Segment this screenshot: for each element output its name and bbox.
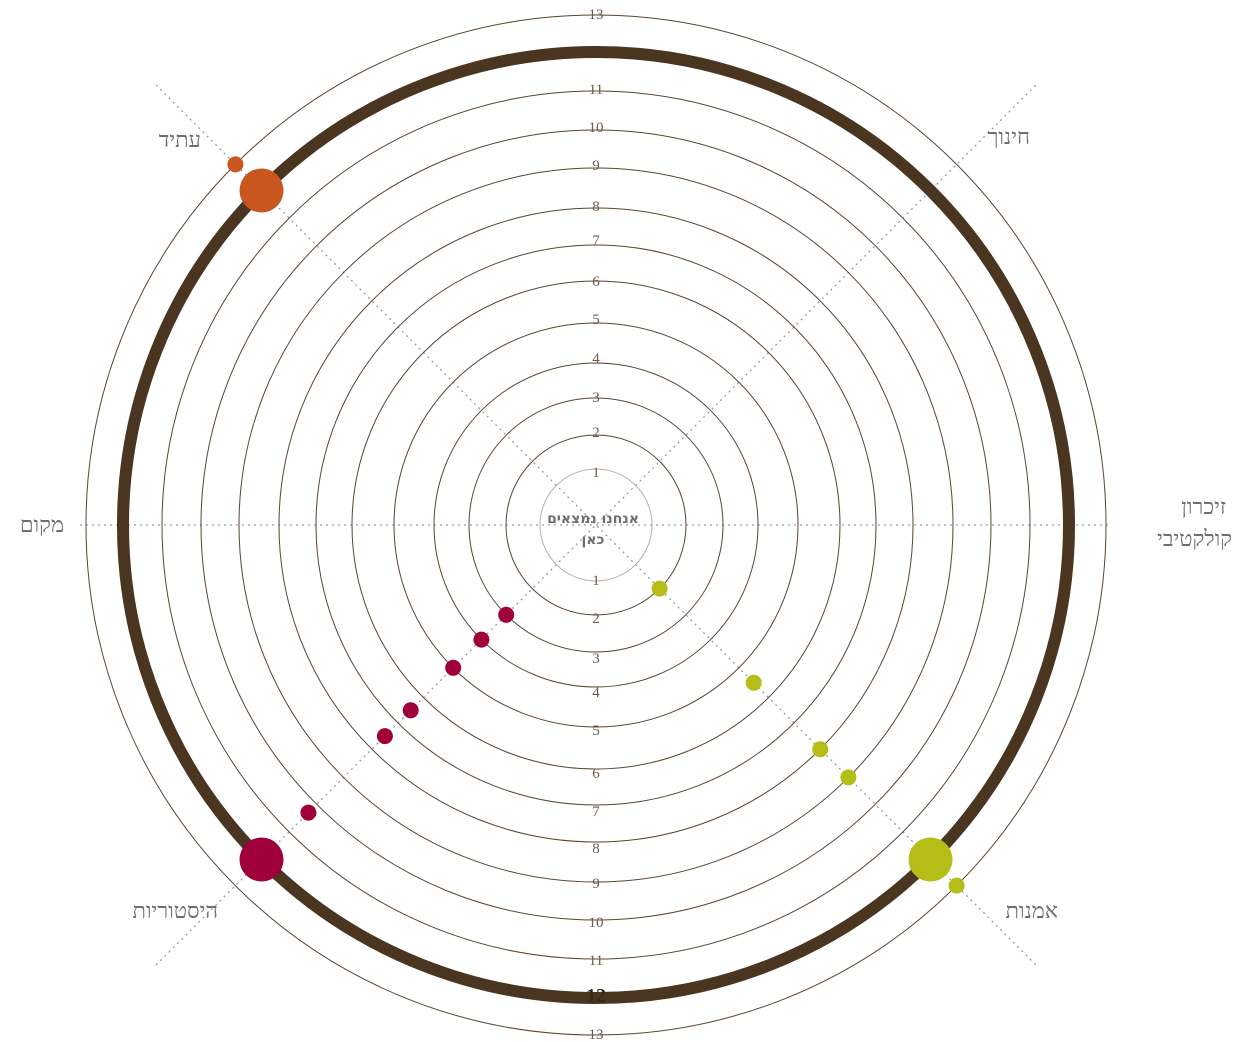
ring-circle [433,362,759,688]
axes-layer [80,84,1110,966]
ring-circle [393,322,799,728]
ring-number-lower: 13 [589,1027,604,1042]
ring-number-lower: 6 [592,766,600,782]
ring-number-lower: 12 [586,985,606,1007]
category-label-future: עתיד [159,128,201,153]
data-point [473,631,490,648]
ring-circle [161,90,1031,960]
ring-number-lower: 1 [592,573,600,589]
data-point [239,837,284,882]
ring-circle [278,207,914,843]
ring-number-lower: 3 [592,651,600,667]
ring-number-lower: 9 [592,876,600,892]
ring-circle [351,280,841,770]
ring-number-upper: 2 [592,425,600,441]
ring-number-upper: 5 [592,312,600,328]
ring-number-lower: 11 [589,953,603,969]
ring-circle [468,397,724,653]
ring-number-upper: 9 [592,158,600,174]
data-point [445,659,462,676]
ring-number-upper: 4 [592,351,600,367]
ring-number-upper: 7 [592,233,600,249]
data-point [498,606,515,623]
center-label-line-2: כאן [582,532,605,548]
ring-main-12 [117,46,1075,1004]
ring-number-upper: 8 [592,199,600,215]
data-point [227,156,244,173]
data-point [239,168,284,213]
ring-circle [315,244,877,806]
category-label-art: אמנות [1006,899,1058,924]
ring-circle [238,167,954,883]
data-point [745,674,762,691]
center-circle [539,468,653,582]
category-label-place: מקום [20,513,64,538]
ring-circle [85,14,1107,1036]
category-label-education: חינוך [988,125,1030,150]
ring-number-upper: 13 [589,7,604,23]
ring-number-lower: 10 [589,915,604,931]
rings-layer [85,14,1107,1036]
data-point [948,877,965,894]
data-point [840,769,857,786]
data-points-layer [227,156,965,894]
ring-circle [505,434,687,616]
ring-number-lower: 7 [592,804,600,820]
ring-number-lower: 2 [592,611,600,627]
data-point [651,580,668,597]
data-point [300,804,317,821]
center-label-line-1: אנחנו נמצאים [547,511,639,527]
ring-number-lower: 5 [592,723,600,739]
data-point [812,741,829,758]
ring-number-upper: 6 [592,274,600,290]
ring-number-upper: 3 [592,390,600,406]
ring-number-lower: 4 [592,685,600,701]
data-point [908,837,953,882]
ring-circle [200,129,992,921]
category-label-collective-memory-1: זיכרון [1181,495,1226,520]
data-point [376,728,393,745]
ring-number-lower: 8 [592,841,600,857]
ring-number-upper: 1 [592,465,600,481]
category-label-histories: היסטוריות [133,899,218,924]
data-point [402,702,419,719]
category-label-collective-memory-2: קולקטיבי [1157,527,1232,552]
ring-number-upper: 11 [589,82,603,98]
ring-number-upper: 10 [589,120,604,136]
